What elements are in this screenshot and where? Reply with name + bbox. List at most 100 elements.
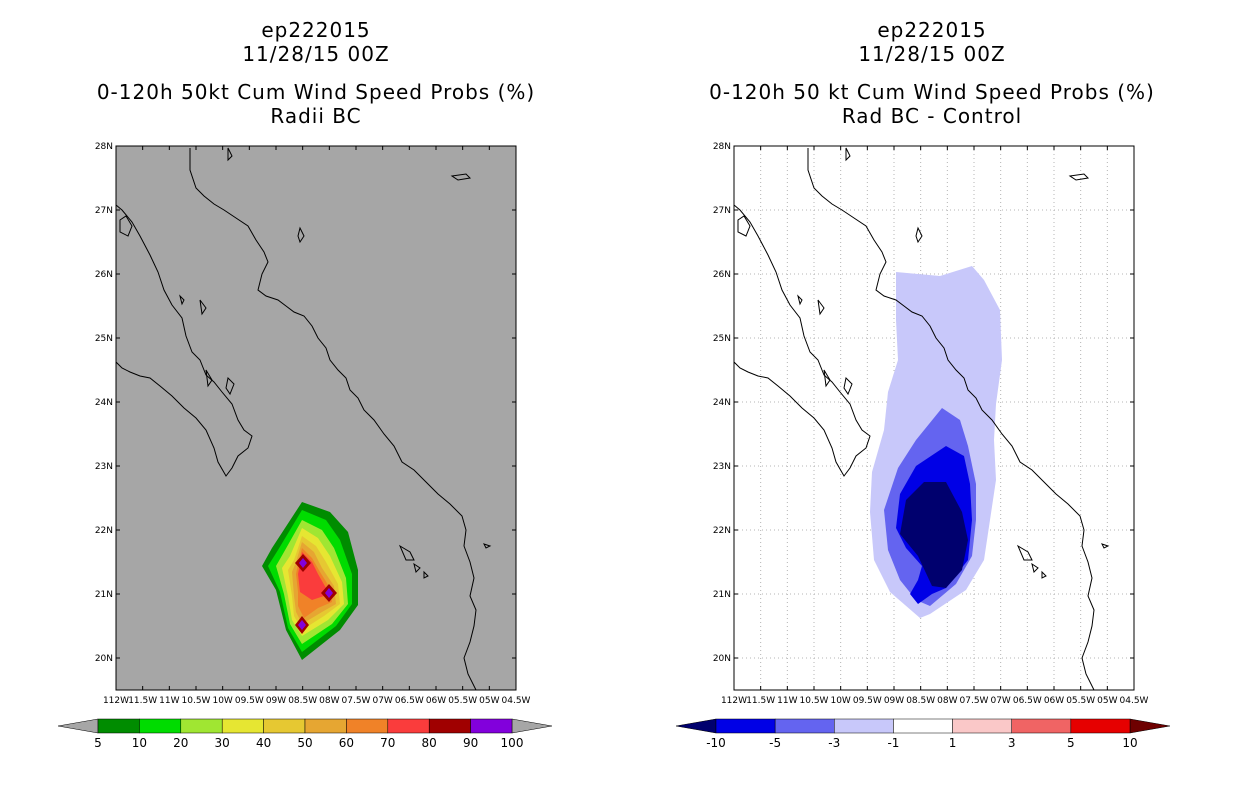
- right-lon-label: 09.5W: [853, 696, 882, 706]
- left-lat-label: 21N: [95, 590, 113, 600]
- left-colorbar-swatch: [428, 718, 471, 734]
- right-colorbar-under: [675, 718, 717, 734]
- left-colorbar-label: 40: [256, 736, 271, 750]
- right-lon-label: 11.5W: [746, 696, 775, 706]
- left-lat-label: 26N: [95, 270, 113, 280]
- left-colorbar-swatch: [263, 718, 306, 734]
- left-colorbar-label: 70: [380, 736, 395, 750]
- right-colorbar-label: 10: [1122, 736, 1137, 750]
- left-colorbar-swatch: [221, 718, 264, 734]
- left-lon-label: 11.5W: [128, 696, 157, 706]
- right-title-storm: ep222015: [877, 18, 987, 42]
- left-lat-label: 25N: [95, 334, 113, 344]
- right-colorbar-swatch: [952, 718, 1012, 734]
- left-lat-label: 24N: [95, 398, 113, 408]
- right-lat-label: 26N: [713, 270, 731, 280]
- right-colorbar-swatch: [1070, 718, 1131, 734]
- left-lon-label: 09W: [266, 696, 286, 706]
- right-lat-label: 27N: [713, 206, 731, 216]
- left-colorbar-under: [57, 718, 99, 734]
- left-colorbar-label: 80: [422, 736, 437, 750]
- left-coastline: [116, 147, 492, 690]
- right-colorbar-swatch: [1011, 718, 1072, 734]
- left-lat-label: 22N: [95, 526, 113, 536]
- right-lat-label: 22N: [713, 526, 731, 536]
- right-title-subtitle: Rad BC - Control: [841, 104, 1023, 128]
- left-title-date: 11/28/15 00Z: [242, 42, 390, 66]
- right-colorbar-swatch: [834, 718, 894, 734]
- left-colorbar-label: 30: [215, 736, 230, 750]
- right-lon-label: 07W: [990, 696, 1010, 706]
- left-colorbar-swatch: [387, 718, 430, 734]
- right-lat-label: 20N: [713, 654, 731, 664]
- left-colorbar: 5 10 20 30 40 50 60 70 80 90 100: [57, 718, 553, 750]
- left-peak-1-90: [299, 558, 307, 568]
- right-lat-label: 23N: [713, 462, 731, 472]
- left-title-storm: ep222015: [261, 18, 371, 42]
- left-lon-label: 10W: [212, 696, 232, 706]
- left-title-subtitle: Radii BC: [270, 104, 362, 128]
- right-lon-label: 10.5W: [800, 696, 829, 706]
- left-colorbar-swatch: [180, 718, 223, 734]
- right-lat-label: 28N: [713, 142, 731, 152]
- left-lon-label: 08W: [319, 696, 339, 706]
- left-colorbar-label: 50: [297, 736, 312, 750]
- left-colorbar-swatch: [346, 718, 389, 734]
- right-diff-contour-minus10: [900, 482, 968, 588]
- left-lon-label: 09.5W: [235, 696, 264, 706]
- right-colorbar-swatch: [774, 718, 835, 734]
- left-colorbar-label: 5: [94, 736, 102, 750]
- right-title-date: 11/28/15 00Z: [858, 42, 1006, 66]
- right-colorbar-label: 5: [1067, 736, 1075, 750]
- left-colorbar-swatch: [139, 718, 182, 734]
- right-lon-label: 09W: [884, 696, 904, 706]
- right-lon-label: 07.5W: [960, 696, 989, 706]
- left-colorbar-swatch: [470, 718, 513, 734]
- left-lon-label: 04.5W: [502, 696, 531, 706]
- left-lon-label: 112W: [103, 696, 129, 706]
- left-title-product: 0-120h 50kt Cum Wind Speed Probs (%): [96, 80, 536, 104]
- right-lon-label: 05W: [1097, 696, 1117, 706]
- right-colorbar-label: 1: [949, 736, 957, 750]
- right-lon-label: 11W: [777, 696, 797, 706]
- left-lon-label: 11W: [159, 696, 179, 706]
- left-colorbar-label: 10: [132, 736, 147, 750]
- right-lat-label: 25N: [713, 334, 731, 344]
- left-colorbar-over: [511, 718, 553, 734]
- right-colorbar-label: -3: [828, 736, 840, 750]
- left-lat-label: 20N: [95, 654, 113, 664]
- right-lat-label: 24N: [713, 398, 731, 408]
- left-peak-2-90: [325, 588, 333, 598]
- right-lon-label: 06W: [1044, 696, 1064, 706]
- left-colorbar-label: 20: [173, 736, 188, 750]
- right-lat-label: 21N: [713, 590, 731, 600]
- right-coastline: [734, 147, 1110, 690]
- left-lon-label: 07.5W: [342, 696, 371, 706]
- right-lon-label: 06.5W: [1013, 696, 1042, 706]
- left-lon-label: 06.5W: [395, 696, 424, 706]
- left-peak-3-90: [298, 620, 306, 630]
- left-lon-label: 05W: [479, 696, 499, 706]
- right-title-product: 0-120h 50 kt Cum Wind Speed Probs (%): [709, 80, 1155, 104]
- right-colorbar-label: 3: [1008, 736, 1016, 750]
- right-colorbar-over: [1129, 718, 1171, 734]
- left-lon-label: 05.5W: [448, 696, 477, 706]
- left-colorbar-label: 60: [339, 736, 354, 750]
- left-lat-label: 27N: [95, 206, 113, 216]
- right-colorbar-label: -5: [769, 736, 781, 750]
- right-lon-label: 05.5W: [1066, 696, 1095, 706]
- left-lat-label: 28N: [95, 142, 113, 152]
- right-colorbar: -10 -5 -3 -1 1 3 5 10: [675, 718, 1171, 750]
- right-colorbar-label: -10: [706, 736, 726, 750]
- right-lon-label: 10W: [830, 696, 850, 706]
- left-colorbar-label: 90: [463, 736, 478, 750]
- right-map-frame: [733, 145, 1135, 691]
- right-lon-label: 08.5W: [906, 696, 935, 706]
- right-colorbar-label: -1: [887, 736, 899, 750]
- right-lon-label: 112W: [721, 696, 747, 706]
